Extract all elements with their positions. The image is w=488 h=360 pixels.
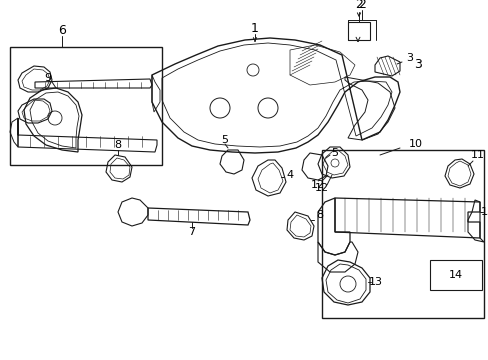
Text: 5: 5 [221, 135, 228, 145]
Text: 6: 6 [58, 23, 66, 36]
Text: 1: 1 [250, 22, 259, 35]
Text: 7: 7 [188, 227, 195, 237]
Text: 14: 14 [448, 270, 462, 280]
Text: 12: 12 [314, 183, 328, 193]
Text: 3: 3 [413, 58, 421, 72]
Text: 12: 12 [310, 180, 325, 190]
Text: 3: 3 [406, 53, 413, 63]
Text: 4: 4 [286, 170, 293, 180]
Text: 15: 15 [480, 207, 488, 217]
Text: 5: 5 [331, 148, 338, 158]
Text: 2: 2 [354, 0, 362, 12]
Text: 8: 8 [316, 210, 323, 220]
Text: 2: 2 [357, 0, 365, 10]
Text: 10: 10 [408, 139, 422, 149]
Text: 9: 9 [44, 73, 51, 83]
Text: 8: 8 [114, 140, 122, 150]
Text: 13: 13 [368, 277, 382, 287]
Text: 11: 11 [470, 150, 484, 160]
